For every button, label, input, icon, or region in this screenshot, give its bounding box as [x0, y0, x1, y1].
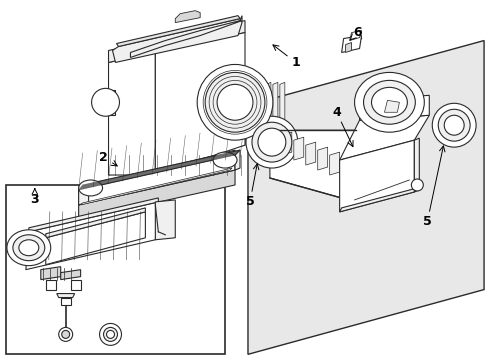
Ellipse shape [79, 180, 102, 196]
Ellipse shape [13, 235, 45, 261]
Polygon shape [46, 280, 56, 289]
Polygon shape [155, 32, 244, 175]
Polygon shape [155, 200, 175, 240]
Ellipse shape [410, 179, 423, 191]
Text: 4: 4 [331, 106, 340, 119]
Polygon shape [108, 132, 244, 175]
Ellipse shape [371, 87, 407, 117]
Polygon shape [6, 185, 224, 354]
Polygon shape [108, 21, 244, 62]
Text: 1: 1 [291, 56, 300, 69]
Polygon shape [175, 11, 200, 23]
Ellipse shape [217, 84, 252, 120]
Ellipse shape [245, 116, 297, 168]
Polygon shape [112, 19, 242, 62]
Ellipse shape [19, 240, 39, 256]
Polygon shape [46, 208, 145, 238]
Polygon shape [81, 168, 232, 205]
Polygon shape [235, 150, 240, 170]
Polygon shape [269, 130, 355, 202]
Polygon shape [244, 82, 249, 125]
Ellipse shape [213, 152, 237, 168]
Polygon shape [384, 100, 399, 112]
Polygon shape [108, 53, 155, 175]
Polygon shape [46, 212, 145, 265]
Polygon shape [251, 82, 256, 125]
Polygon shape [349, 31, 361, 41]
Polygon shape [272, 82, 277, 125]
Polygon shape [79, 188, 88, 205]
Polygon shape [339, 188, 416, 212]
Ellipse shape [61, 330, 69, 338]
Polygon shape [341, 36, 361, 53]
Polygon shape [339, 140, 413, 212]
Text: 5: 5 [245, 195, 254, 208]
Polygon shape [279, 82, 285, 125]
Polygon shape [79, 150, 235, 205]
Polygon shape [61, 270, 81, 280]
Text: 3: 3 [30, 193, 39, 206]
Polygon shape [26, 202, 158, 270]
Polygon shape [130, 15, 242, 58]
Ellipse shape [197, 64, 272, 140]
Ellipse shape [103, 328, 117, 341]
Ellipse shape [59, 328, 73, 341]
Polygon shape [105, 90, 115, 115]
Ellipse shape [363, 80, 414, 124]
Ellipse shape [91, 88, 119, 116]
Ellipse shape [443, 115, 463, 135]
Polygon shape [305, 142, 315, 165]
Ellipse shape [258, 128, 285, 156]
Text: 5: 5 [422, 215, 431, 228]
Polygon shape [269, 127, 279, 150]
Polygon shape [116, 15, 240, 46]
Polygon shape [29, 198, 158, 232]
Polygon shape [317, 147, 327, 170]
Ellipse shape [7, 230, 51, 266]
Ellipse shape [106, 330, 114, 338]
Polygon shape [413, 138, 419, 192]
Ellipse shape [251, 122, 291, 162]
Polygon shape [41, 267, 61, 280]
Ellipse shape [437, 109, 469, 141]
Polygon shape [265, 82, 270, 125]
Polygon shape [293, 137, 303, 160]
Polygon shape [329, 152, 339, 175]
Polygon shape [281, 132, 291, 155]
Polygon shape [247, 41, 483, 354]
Polygon shape [61, 298, 71, 305]
Polygon shape [79, 170, 235, 220]
Polygon shape [259, 82, 264, 125]
Polygon shape [57, 293, 75, 298]
Ellipse shape [100, 323, 121, 345]
Ellipse shape [205, 72, 264, 132]
Polygon shape [79, 150, 240, 190]
Ellipse shape [431, 103, 475, 147]
Ellipse shape [354, 72, 424, 132]
Polygon shape [345, 42, 351, 53]
Polygon shape [71, 280, 81, 289]
Polygon shape [341, 157, 351, 180]
Text: 2: 2 [99, 150, 108, 163]
Text: 6: 6 [352, 26, 361, 39]
Polygon shape [359, 95, 428, 120]
Polygon shape [339, 115, 428, 160]
